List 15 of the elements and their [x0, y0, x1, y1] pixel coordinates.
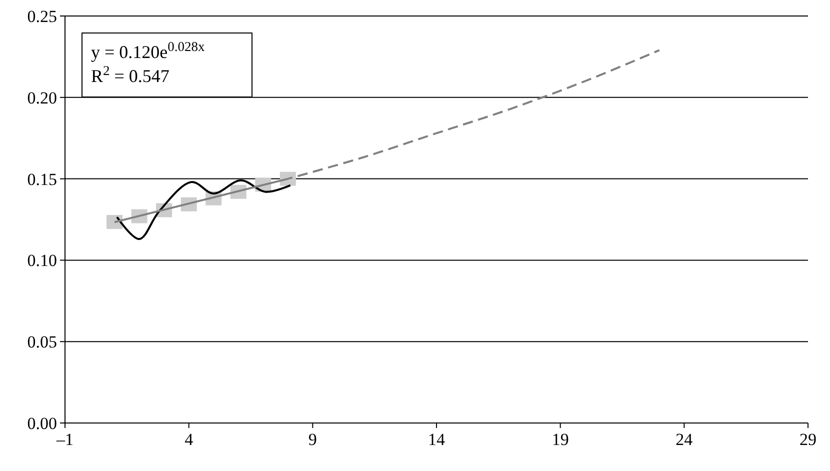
- x-tick-label: 4: [184, 430, 194, 449]
- x-tick-label: 29: [800, 430, 816, 449]
- y-tick-label: 0.25: [27, 6, 57, 26]
- annotation: R$^{2}$ = 0.547: [91, 62, 170, 86]
- y-tick-label: 0.05: [27, 332, 57, 352]
- x-tick-label: 19: [552, 430, 569, 449]
- y-tick-label: 0.00: [27, 414, 57, 433]
- x-tick-label: 14: [428, 430, 446, 449]
- y-tick-label: 0.20: [27, 88, 57, 108]
- y-tick-label: 0.10: [27, 251, 57, 270]
- annotation: y = 0.120e$^{0.028x}$: [91, 38, 206, 62]
- x-tick-label: –1: [56, 430, 74, 449]
- y-tick-label: 0.15: [27, 170, 57, 189]
- x-tick-label: 24: [676, 430, 694, 449]
- x-tick-label: 9: [308, 430, 317, 449]
